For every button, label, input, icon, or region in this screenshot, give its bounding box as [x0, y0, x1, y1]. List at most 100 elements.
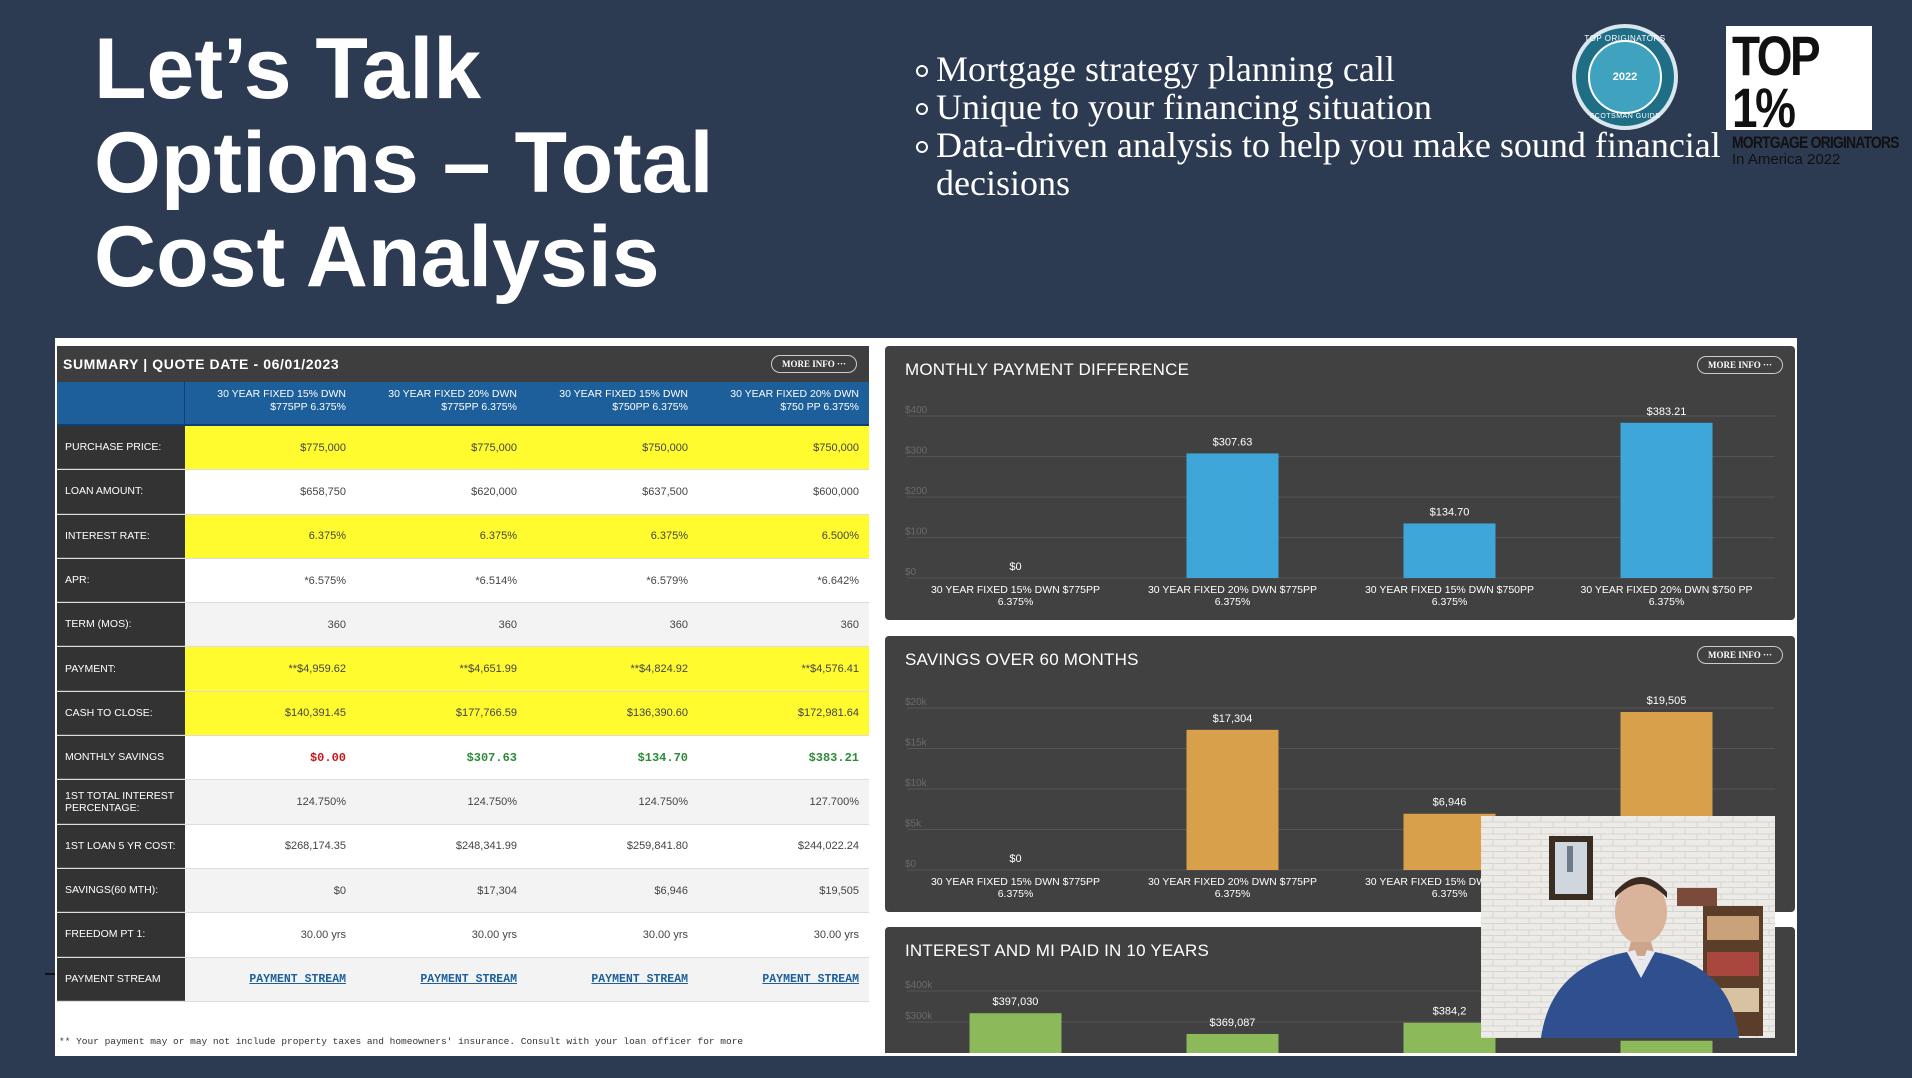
bar-value-label: $384,2 — [1433, 1006, 1467, 1018]
bar-value-label: $134.70 — [1430, 506, 1470, 518]
row-label: SAVINGS(60 MTH): — [57, 868, 185, 913]
table-cell: 124.750% — [185, 780, 356, 824]
seal-bottom-text: SCOTSMAN GUIDE — [1589, 113, 1661, 120]
x-category-label: 6.375% — [998, 888, 1034, 900]
table-row: CASH TO CLOSE: $140,391.45 $177,766.59 $136… — [57, 691, 869, 737]
wall-pennant — [1677, 888, 1717, 906]
table-cell: $750,000 — [698, 426, 869, 470]
bullet-item: Data-driven analysis to help you make so… — [912, 126, 1742, 202]
y-tick-label: $10k — [905, 778, 928, 789]
x-category-label: 6.375% — [1649, 596, 1685, 608]
table-cell: $383.21 — [698, 736, 869, 780]
column-header: 30 YEAR FIXED 20% DWN $750 PP 6.375% — [730, 388, 859, 413]
table-cell: 124.750% — [356, 780, 527, 824]
monthly-payment-chart-panel: $0 $100 $200 $300 $400 $0 30 YEAR FIXED 15% DW… — [885, 346, 1795, 620]
table-row: PAYMENT STREAM PAYMENT STREAM PAYMENT STRE… — [57, 957, 869, 1002]
x-category-label: 6.375% — [1215, 888, 1251, 900]
payment-stream-link[interactable]: PAYMENT STREAM — [185, 957, 356, 1001]
more-info-button[interactable]: MORE INFO ··· — [770, 355, 857, 373]
table-cell: *6.575% — [185, 558, 356, 603]
bar-value-label: $6,946 — [1433, 797, 1467, 809]
row-label: PURCHASE PRICE: — [57, 426, 185, 470]
table-cell: 30.00 yrs — [527, 913, 698, 957]
row-label: PAYMENT: — [57, 647, 185, 691]
summary-table-body: PURCHASE PRICE: $775,000 $775,000 $750,000 $… — [57, 426, 869, 1002]
table-cell: $6,946 — [527, 868, 698, 913]
more-info-button[interactable]: MORE INFO ··· — [1696, 646, 1783, 664]
table-cell: $307.63 — [356, 736, 527, 780]
table-cell: 360 — [698, 603, 869, 647]
bar-value-label: $397,030 — [993, 996, 1039, 1008]
row-label: INTEREST RATE: — [57, 514, 185, 558]
table-cell: $600,000 — [698, 470, 869, 514]
table-cell: 360 — [185, 603, 356, 647]
y-tick-label: $400k — [905, 980, 933, 991]
chart-bar — [1186, 729, 1279, 870]
bar-value-label: $307.63 — [1213, 436, 1253, 448]
shelf-item — [1707, 952, 1759, 976]
payment-stream-link[interactable]: PAYMENT STREAM — [698, 957, 869, 1001]
bar-value-label: $19,505 — [1647, 695, 1687, 707]
seal-top-text: TOP ORIGINATORS — [1584, 34, 1666, 43]
summary-title: SUMMARY | QUOTE DATE - 06/01/2023 — [63, 356, 340, 372]
payment-stream-link[interactable]: PAYMENT STREAM — [356, 957, 527, 1001]
table-cell: 127.700% — [698, 780, 869, 824]
chart-bar — [1620, 1040, 1713, 1053]
table-cell: $259,841.80 — [527, 824, 698, 868]
table-row: LOAN AMOUNT: $658,750 $620,000 $637,500 $600… — [57, 470, 869, 515]
y-tick-label: $15k — [905, 738, 928, 749]
table-cell: **$4,651.99 — [356, 647, 527, 691]
bar-value-label: $0 — [1009, 853, 1021, 865]
row-label: CASH TO CLOSE: — [57, 691, 185, 736]
row-label: FREEDOM PT 1: — [57, 913, 185, 957]
x-category-label: 30 YEAR FIXED 15% DWN $775PP — [931, 876, 1100, 888]
table-cell: **$4,824.92 — [527, 647, 698, 691]
summary-table-panel: SUMMARY | QUOTE DATE - 06/01/2023 MORE I… — [57, 346, 869, 1052]
table-cell: 6.500% — [698, 514, 869, 558]
table-cell: $620,000 — [356, 470, 527, 514]
table-cell: $134.70 — [527, 736, 698, 780]
wall-picture-detail — [1567, 846, 1573, 872]
footnote: ** Your payment may or may not include p… — [59, 1036, 744, 1047]
y-tick-label: $0 — [905, 567, 917, 578]
chart-title: SAVINGS OVER 60 MONTHS — [905, 650, 1139, 669]
table-row: MONTHLY SAVINGS $0.00 $307.63 $134.70 $383.2… — [57, 736, 869, 781]
table-row: APR: *6.575% *6.514% *6.579% *6.642% — [57, 558, 869, 604]
table-cell: 124.750% — [527, 780, 698, 824]
row-label: PAYMENT STREAM — [57, 957, 185, 1001]
chart-bar — [1403, 1022, 1496, 1053]
y-tick-label: $300 — [905, 446, 928, 457]
x-category-label: 30 YEAR FIXED 20% DWN $775PP — [1148, 876, 1317, 888]
table-cell: $17,304 — [356, 868, 527, 913]
badge-big-text: TOP 1% — [1732, 24, 1820, 139]
more-info-button[interactable]: MORE INFO ··· — [1696, 356, 1783, 374]
bullet-list: Mortgage strategy planning call Unique t… — [912, 50, 1742, 202]
bar-value-label: $17,304 — [1213, 713, 1253, 725]
top-originators-seal-badge: TOP ORIGINATORS 2022 SCOTSMAN GUIDE — [1572, 24, 1678, 130]
interest-mi-chart: $300k $400k $397,030 $369,087 $384,2 — [905, 980, 1775, 1053]
table-cell: *6.579% — [527, 558, 698, 603]
column-header: 30 YEAR FIXED 15% DWN $750PP 6.375% — [559, 388, 688, 413]
chart-bar — [1403, 523, 1496, 578]
chart-bar — [1186, 453, 1279, 578]
presenter-video-frame — [1481, 816, 1775, 1038]
chart-bar — [1620, 422, 1713, 578]
column-header-blank — [57, 382, 185, 424]
table-row: 1ST TOTAL INTEREST PERCENTAGE: 124.750% 12… — [57, 780, 869, 825]
x-category-label: 6.375% — [1432, 888, 1468, 900]
chart-title: MONTHLY PAYMENT DIFFERENCE — [905, 360, 1190, 379]
presenter-hair — [1615, 877, 1667, 898]
table-cell: $750,000 — [527, 426, 698, 470]
slide-title: Let’s Talk Options – Total Cost Analysis — [94, 21, 714, 305]
payment-stream-link[interactable]: PAYMENT STREAM — [527, 957, 698, 1001]
table-cell: $775,000 — [185, 426, 356, 470]
x-category-label: 6.375% — [998, 596, 1034, 608]
top-1-percent-badge: TOP 1% MORTGAGE ORIGINATORS In America 2… — [1726, 26, 1899, 168]
table-row: 1ST LOAN 5 YR COST: $268,174.35 $248,341.9… — [57, 824, 869, 869]
chart-bar — [1403, 813, 1496, 870]
badge-small-text: In America 2022 — [1732, 151, 1841, 168]
column-header-row: 30 YEAR FIXED 15% DWN $775PP 6.375% 30 Y… — [57, 382, 869, 426]
table-cell: *6.642% — [698, 558, 869, 603]
y-tick-label: $400 — [905, 405, 928, 416]
y-tick-label: $300k — [905, 1011, 933, 1022]
